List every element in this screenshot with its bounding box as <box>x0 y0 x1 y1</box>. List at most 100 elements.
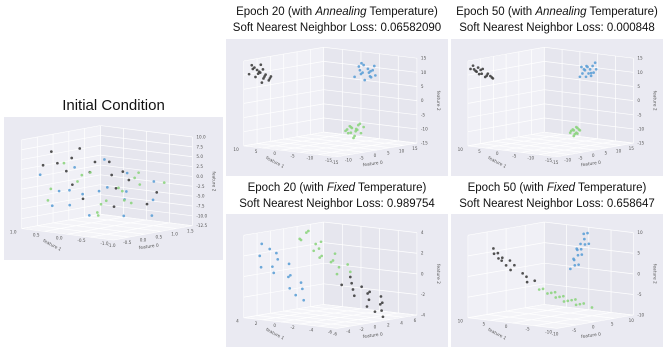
tick-label: 0.0 <box>56 235 63 240</box>
data-point-series-1 <box>537 288 541 291</box>
data-point-series-0 <box>272 271 276 275</box>
panel-epoch50-annealing-title-line1: Epoch 50 (with Annealing Temperature) <box>451 4 663 20</box>
tick-label: 6 <box>414 318 417 323</box>
title-temperature-mode: Fixed <box>546 182 575 194</box>
data-point-series-1 <box>369 75 373 79</box>
tick-label: -15 <box>545 158 552 163</box>
tick-label: 10 <box>399 148 405 153</box>
data-point-series-0 <box>262 77 265 80</box>
grid-line <box>467 262 545 277</box>
tick-label: -0.5 <box>77 238 86 243</box>
data-point-series-0 <box>492 247 495 250</box>
tick-label: -10 <box>564 158 571 163</box>
tick-label: 10 <box>629 318 635 323</box>
grid-line <box>257 315 351 327</box>
data-point-series-0 <box>302 298 306 302</box>
data-point-series-2 <box>352 136 355 140</box>
data-point-series-1 <box>584 75 588 79</box>
data-point-series-2 <box>365 305 369 308</box>
data-point-series-1 <box>314 242 318 246</box>
grid-line <box>467 89 545 104</box>
tick-label: -2 <box>360 327 365 332</box>
title-suffix: Temperature) <box>586 6 658 18</box>
data-point-series-2 <box>583 243 587 246</box>
data-point-series-0 <box>258 254 262 258</box>
grid-line <box>544 89 634 101</box>
tick-label: -10 <box>527 156 534 161</box>
tick-label: 15 <box>637 56 643 61</box>
grid-line <box>100 144 193 158</box>
data-point-series-2 <box>80 173 84 177</box>
grid-line <box>323 262 417 275</box>
data-point-series-1 <box>589 71 593 75</box>
grid-line <box>534 312 612 327</box>
data-point-series-2 <box>580 253 584 256</box>
data-point-series-0 <box>255 68 259 72</box>
grid-line <box>323 61 417 73</box>
grid-line <box>243 262 324 277</box>
data-point-series-2 <box>380 301 384 305</box>
data-point-series-0 <box>479 68 483 72</box>
data-point-series-1 <box>574 303 578 307</box>
data-point-series-1 <box>589 74 593 78</box>
grid-line <box>467 221 545 236</box>
grid-line <box>310 134 404 146</box>
panel-epoch50-fixed-title-line1: Epoch 50 (with Fixed Temperature) <box>451 180 663 196</box>
data-point-series-2 <box>579 247 583 251</box>
grid-line <box>44 216 124 232</box>
data-point-series-1 <box>346 263 350 266</box>
tick-label: -15 <box>325 158 332 163</box>
grid-line <box>544 131 634 144</box>
data-point-series-1 <box>582 67 586 71</box>
data-point-series-1 <box>562 294 565 298</box>
data-point-series-2 <box>137 171 140 175</box>
tick-label: -4 <box>346 329 351 334</box>
data-point-series-2 <box>350 281 354 285</box>
tick-label: 0.5 <box>33 232 40 237</box>
tick-label: 10 <box>637 230 643 235</box>
grid-line <box>544 103 634 116</box>
data-point-series-2 <box>373 310 377 314</box>
tick-label: 15 <box>421 56 427 61</box>
grid-line <box>544 221 634 233</box>
data-point-series-2 <box>62 161 66 165</box>
title-temperature-mode: Fixed <box>326 182 355 194</box>
panel-epoch20-fixed-title: Epoch 20 (with Fixed Temperature) Soft N… <box>226 180 448 212</box>
tick-label: -10 <box>545 329 552 334</box>
data-point-series-0 <box>49 150 53 153</box>
grid-line <box>467 317 558 329</box>
data-point-series-1 <box>592 71 595 74</box>
tick-label: 0 <box>374 153 377 158</box>
data-point-series-2 <box>380 309 383 312</box>
tick-label: -5.0 <box>196 194 205 199</box>
data-point-series-1 <box>541 287 545 291</box>
data-point-series-0 <box>41 163 45 167</box>
data-point-series-2 <box>346 131 350 135</box>
tick-label: -5 <box>421 112 426 117</box>
data-point-series-0 <box>145 202 149 206</box>
data-point-series-0 <box>481 67 485 71</box>
axis-label: feature 0 <box>138 242 159 251</box>
data-point-series-1 <box>307 229 310 233</box>
data-point-series-0 <box>525 275 528 279</box>
axis-label: feature 2 <box>435 264 441 284</box>
data-point-series-0 <box>521 271 525 275</box>
grid-line <box>336 314 417 329</box>
grid-line <box>243 242 324 257</box>
grid-line <box>21 194 101 210</box>
data-point-series-0 <box>509 268 512 272</box>
data-point-series-1 <box>68 188 71 192</box>
data-point-series-2 <box>138 183 142 186</box>
data-point-series-2 <box>577 128 581 131</box>
grid-line <box>323 75 417 87</box>
grid-line <box>21 135 101 151</box>
data-point-series-0 <box>250 63 254 67</box>
data-point-series-2 <box>574 125 578 129</box>
data-point-series-1 <box>580 65 583 69</box>
title-prefix: Epoch 50 (with <box>467 182 547 194</box>
data-point-series-2 <box>345 128 349 131</box>
tick-label: -6 <box>328 329 333 334</box>
tick-label: 5 <box>483 321 486 326</box>
data-point-series-0 <box>508 259 512 262</box>
data-point-series-0 <box>477 72 481 76</box>
